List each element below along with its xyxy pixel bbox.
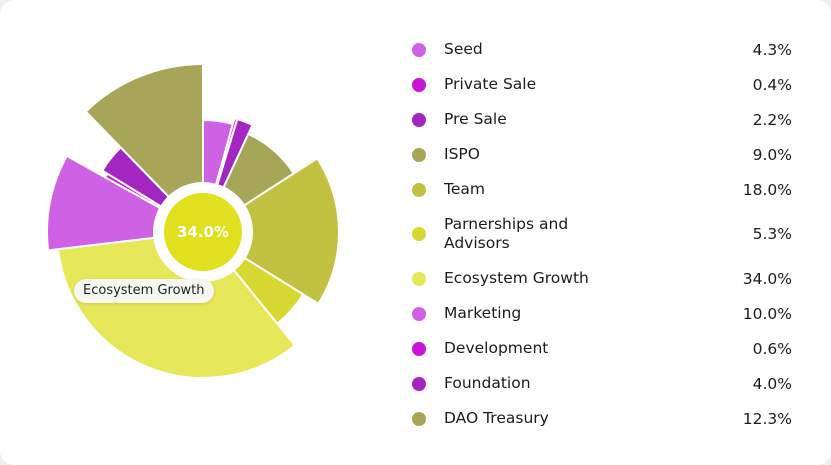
- legend-value: 34.0%: [742, 269, 792, 288]
- legend-label: Team: [444, 180, 485, 198]
- legend-value: 12.3%: [742, 409, 792, 428]
- legend-dot: [412, 227, 426, 241]
- pie-slice-dao-treasury[interactable]: [84, 62, 204, 235]
- legend-dot: [412, 341, 426, 356]
- legend-label: Private Sale: [444, 75, 537, 93]
- legend-label: Development: [444, 339, 549, 357]
- legend-value: 4.3%: [752, 40, 792, 59]
- legend-value: 10.0%: [742, 304, 792, 323]
- center-disc: [164, 193, 242, 271]
- legend-value: 4.0%: [752, 374, 792, 393]
- legend-item[interactable]: Team 18.0%: [412, 172, 792, 207]
- legend-item[interactable]: Foundation 4.0%: [412, 366, 792, 401]
- legend-value: 5.3%: [752, 225, 792, 243]
- legend-item[interactable]: Pre Sale 2.2%: [412, 102, 792, 137]
- legend-dot: [412, 182, 426, 197]
- legend-label: Foundation: [444, 374, 531, 392]
- legend-dot: [412, 112, 426, 127]
- legend-label: Ecosystem Growth: [444, 269, 589, 287]
- legend-label: ISPO: [444, 145, 480, 163]
- legend-value: 2.2%: [752, 110, 792, 129]
- legend-item[interactable]: Marketing 10.0%: [412, 296, 792, 331]
- legend-item[interactable]: Parnerships and Advisors 5.3%: [412, 207, 792, 261]
- legend-dot: [412, 77, 426, 92]
- legend-label: Pre Sale: [444, 110, 507, 128]
- legend-dot: [412, 376, 426, 391]
- legend-item[interactable]: ISPO 9.0%: [412, 137, 792, 172]
- legend-value: 0.4%: [752, 75, 792, 94]
- center-percent-label: 34.0%: [176, 223, 230, 241]
- legend: Seed 4.3% Private Sale 0.4% Pre Sale 2.2% ISPO…: [412, 32, 792, 436]
- legend-item[interactable]: DAO Treasury 12.3%: [412, 401, 792, 436]
- legend-value: 0.6%: [752, 339, 792, 358]
- legend-dot: [412, 271, 426, 286]
- legend-value: 18.0%: [742, 180, 792, 199]
- pie-slice-team[interactable]: [201, 156, 340, 306]
- legend-label: Parnerships and Advisors: [444, 215, 569, 252]
- pie-slice-ecosystem-growth[interactable]: [56, 230, 297, 379]
- legend-dot: [412, 42, 426, 57]
- legend-value: 9.0%: [752, 145, 792, 164]
- legend-item[interactable]: Ecosystem Growth 34.0%: [412, 261, 792, 296]
- legend-item[interactable]: Development 0.6%: [412, 331, 792, 366]
- legend-item[interactable]: Seed 4.3%: [412, 32, 792, 67]
- legend-dot: [412, 306, 426, 321]
- legend-item[interactable]: Private Sale 0.4%: [412, 67, 792, 102]
- legend-dot: [412, 411, 426, 426]
- legend-dot: [412, 147, 426, 162]
- legend-label: Marketing: [444, 304, 522, 322]
- slice-tooltip: Ecosystem Growth: [74, 279, 214, 303]
- legend-label: Seed: [444, 40, 483, 58]
- legend-label: DAO Treasury: [444, 409, 549, 427]
